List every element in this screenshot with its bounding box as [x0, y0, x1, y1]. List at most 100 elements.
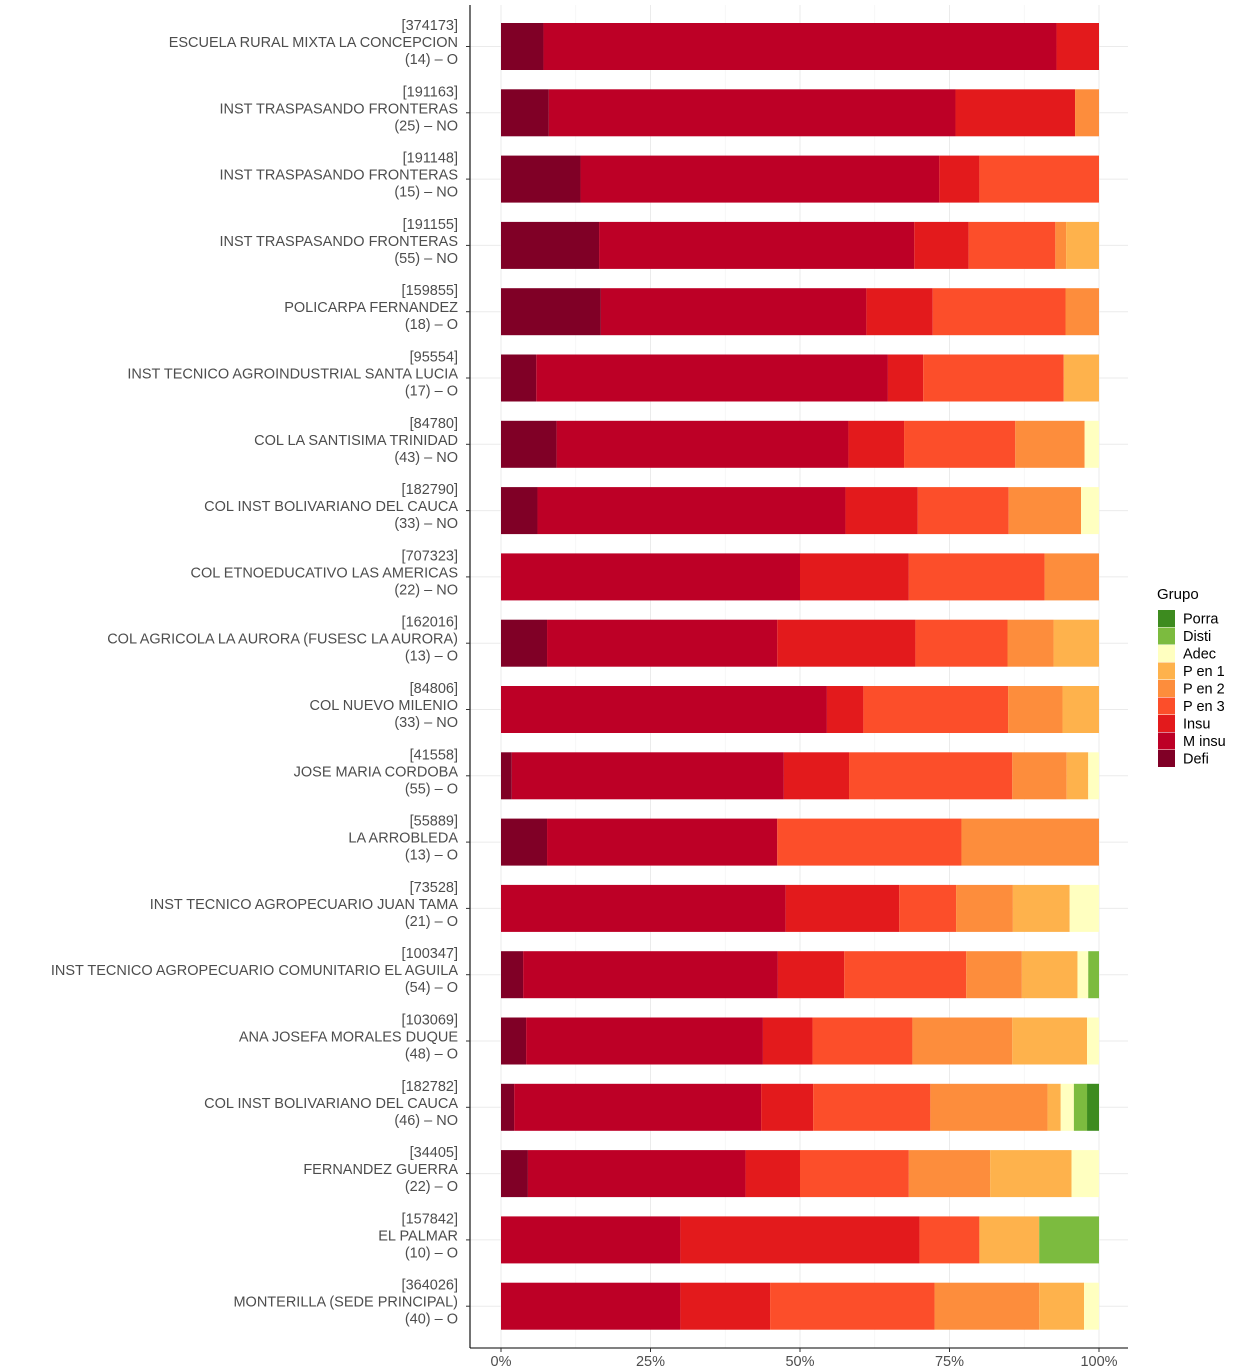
bar-segment-defi — [501, 288, 601, 336]
y-label-name: INST TRASPASANDO FRONTERAS — [220, 168, 459, 184]
bar-segment-adec — [1084, 420, 1099, 468]
bar-segment-insu — [1056, 23, 1099, 70]
bar-segment-p-en-3 — [812, 1017, 913, 1065]
bar-segment-defi — [501, 487, 538, 535]
bar-segment-defi — [501, 752, 512, 800]
bar-segment-p-en-2 — [1015, 420, 1085, 468]
bar-segment-adec — [1071, 1150, 1099, 1198]
y-tick-label: [182782] COL INST BOLIVARIANO DEL CAUCA (4… — [204, 1079, 458, 1129]
y-label-name: ESCUELA RURAL MIXTA LA CONCEPCION — [169, 35, 458, 51]
bar-segment-p-en-3 — [979, 155, 1099, 203]
bar-segment-p-en-1 — [1047, 1083, 1061, 1131]
bar-segment-adec — [1087, 1017, 1099, 1065]
bar-segment-p-en-1 — [1063, 354, 1099, 402]
bar-segment-defi — [501, 951, 524, 999]
bar-segment-p-en-2 — [908, 1150, 991, 1198]
y-label-info: (25) – NO — [394, 118, 458, 134]
bar-segment-p-en-3 — [968, 221, 1056, 269]
bar-segment-insu — [848, 420, 905, 468]
bar-segment-m-insu — [527, 1150, 746, 1198]
legend-swatch-adec — [1158, 645, 1175, 662]
bar-segment-p-en-2 — [961, 818, 1099, 866]
y-label-info: (40) – O — [405, 1312, 458, 1328]
y-label-name: INST TRASPASANDO FRONTERAS — [220, 101, 459, 117]
y-tick-label: [182790] COL INST BOLIVARIANO DEL CAUCA (3… — [204, 482, 458, 532]
legend-label-p-en-2: P en 2 — [1183, 682, 1225, 698]
y-label-code: [159855] — [402, 283, 458, 299]
bar-segment-m-insu — [501, 884, 786, 932]
bar-segment-adec — [1077, 951, 1089, 999]
bar-segment-p-en-3 — [899, 884, 957, 932]
bar-segment-m-insu — [514, 1083, 762, 1131]
bar-segment-m-insu — [536, 354, 888, 402]
y-label-code: [34405] — [410, 1145, 458, 1161]
bar-segment-p-en-1 — [1012, 884, 1070, 932]
bar-segment-insu — [939, 155, 980, 203]
y-label-code: [182790] — [402, 482, 458, 498]
bar-segment-p-en-3 — [932, 288, 1066, 336]
legend-swatch-p-en-2 — [1158, 680, 1175, 697]
bar-segment-insu — [887, 354, 924, 402]
bar-segment-defi — [501, 221, 600, 269]
legend-swatch-disti — [1158, 627, 1175, 645]
bar-segment-m-insu — [600, 288, 867, 336]
bar-segment-p-en-3 — [917, 487, 1009, 535]
legend-label-defi: Defi — [1183, 752, 1209, 768]
bar-segment-p-en-2 — [966, 951, 1022, 999]
bar-segment-p-en-3 — [777, 818, 962, 866]
bar-segment-m-insu — [523, 951, 778, 999]
y-label-code: [191148] — [403, 151, 458, 167]
legend-label-p-en-3: P en 3 — [1183, 699, 1225, 715]
y-tick-label: [100347] INST TECNICO AGROPECUARIO COMUNI… — [51, 946, 458, 996]
y-label-name: INST TECNICO AGROPECUARIO COMUNITARIO EL… — [51, 963, 458, 979]
y-label-info: (55) – O — [405, 781, 458, 797]
y-label-name: JOSE MARIA CORDOBA — [294, 764, 459, 780]
bar-segment-defi — [501, 23, 544, 70]
bar-segment-insu — [800, 553, 909, 601]
y-tick-label: [191155] INST TRASPASANDO FRONTERAS (55) –… — [220, 217, 459, 267]
y-tick-label: [191163] INST TRASPASANDO FRONTERAS (25) –… — [220, 84, 459, 134]
bars-layer — [501, 23, 1099, 1330]
bar-segment-insu — [845, 487, 918, 535]
bar-segment-p-en-1 — [990, 1150, 1072, 1198]
bar-segment-p-en-3 — [844, 951, 967, 999]
bar-segment-adec — [1088, 752, 1099, 800]
y-label-name: INST TECNICO AGROPECUARIO JUAN TAMA — [150, 897, 459, 913]
bar-segment-defi — [501, 1150, 528, 1198]
y-label-name: INST TECNICO AGROINDUSTRIAL SANTA LUCIA — [127, 367, 458, 383]
y-label-code: [374173] — [402, 18, 458, 34]
y-tick-label: [364026] MONTERILLA (SEDE PRINCIPAL) (40) … — [233, 1278, 458, 1328]
y-label-info: (48) – O — [405, 1047, 458, 1063]
y-tick-label: [95554] INST TECNICO AGROINDUSTRIAL SANTA… — [127, 350, 458, 400]
legend-label-m-insu: M insu — [1183, 734, 1226, 750]
bar-segment-insu — [826, 686, 864, 733]
y-label-info: (33) – NO — [394, 715, 458, 731]
y-label-code: [182782] — [402, 1079, 458, 1095]
y-tick-label: [159855] POLICARPA FERNANDEZ (18) – O — [284, 283, 458, 333]
y-label-info: (13) – O — [405, 848, 458, 864]
bar-segment-p-en-2 — [1075, 89, 1099, 137]
y-label-info: (17) – O — [405, 384, 458, 400]
bar-segment-porra — [1087, 1083, 1099, 1131]
y-tick-label: [55889] LA ARROBLEDA (13) – O — [348, 814, 458, 864]
bar-segment-defi — [501, 818, 548, 866]
y-label-name: COL ETNOEDUCATIVO LAS AMERICAS — [191, 565, 459, 581]
y-label-info: (21) – O — [405, 914, 458, 930]
bar-segment-insu — [955, 89, 1076, 137]
y-label-code: [191155] — [403, 217, 458, 233]
bar-segment-p-en-1 — [1039, 1282, 1085, 1330]
bar-segment-insu — [777, 951, 845, 999]
bar-segment-p-en-2 — [1055, 221, 1067, 269]
y-label-code: [707323] — [402, 548, 458, 564]
bar-segment-p-en-2 — [912, 1017, 1013, 1065]
y-label-name: POLICARPA FERNANDEZ — [284, 300, 458, 316]
bar-segment-insu — [866, 288, 933, 336]
bar-segment-disti — [1073, 1083, 1088, 1131]
bar-segment-m-insu — [501, 686, 827, 733]
bar-segment-adec — [1060, 1083, 1074, 1131]
bar-segment-m-insu — [547, 619, 778, 667]
x-tick-label: 100% — [1080, 1354, 1117, 1368]
legend-swatch-p-en-3 — [1158, 697, 1175, 715]
y-tick-label: [41558] JOSE MARIA CORDOBA (55) – O — [294, 747, 459, 797]
